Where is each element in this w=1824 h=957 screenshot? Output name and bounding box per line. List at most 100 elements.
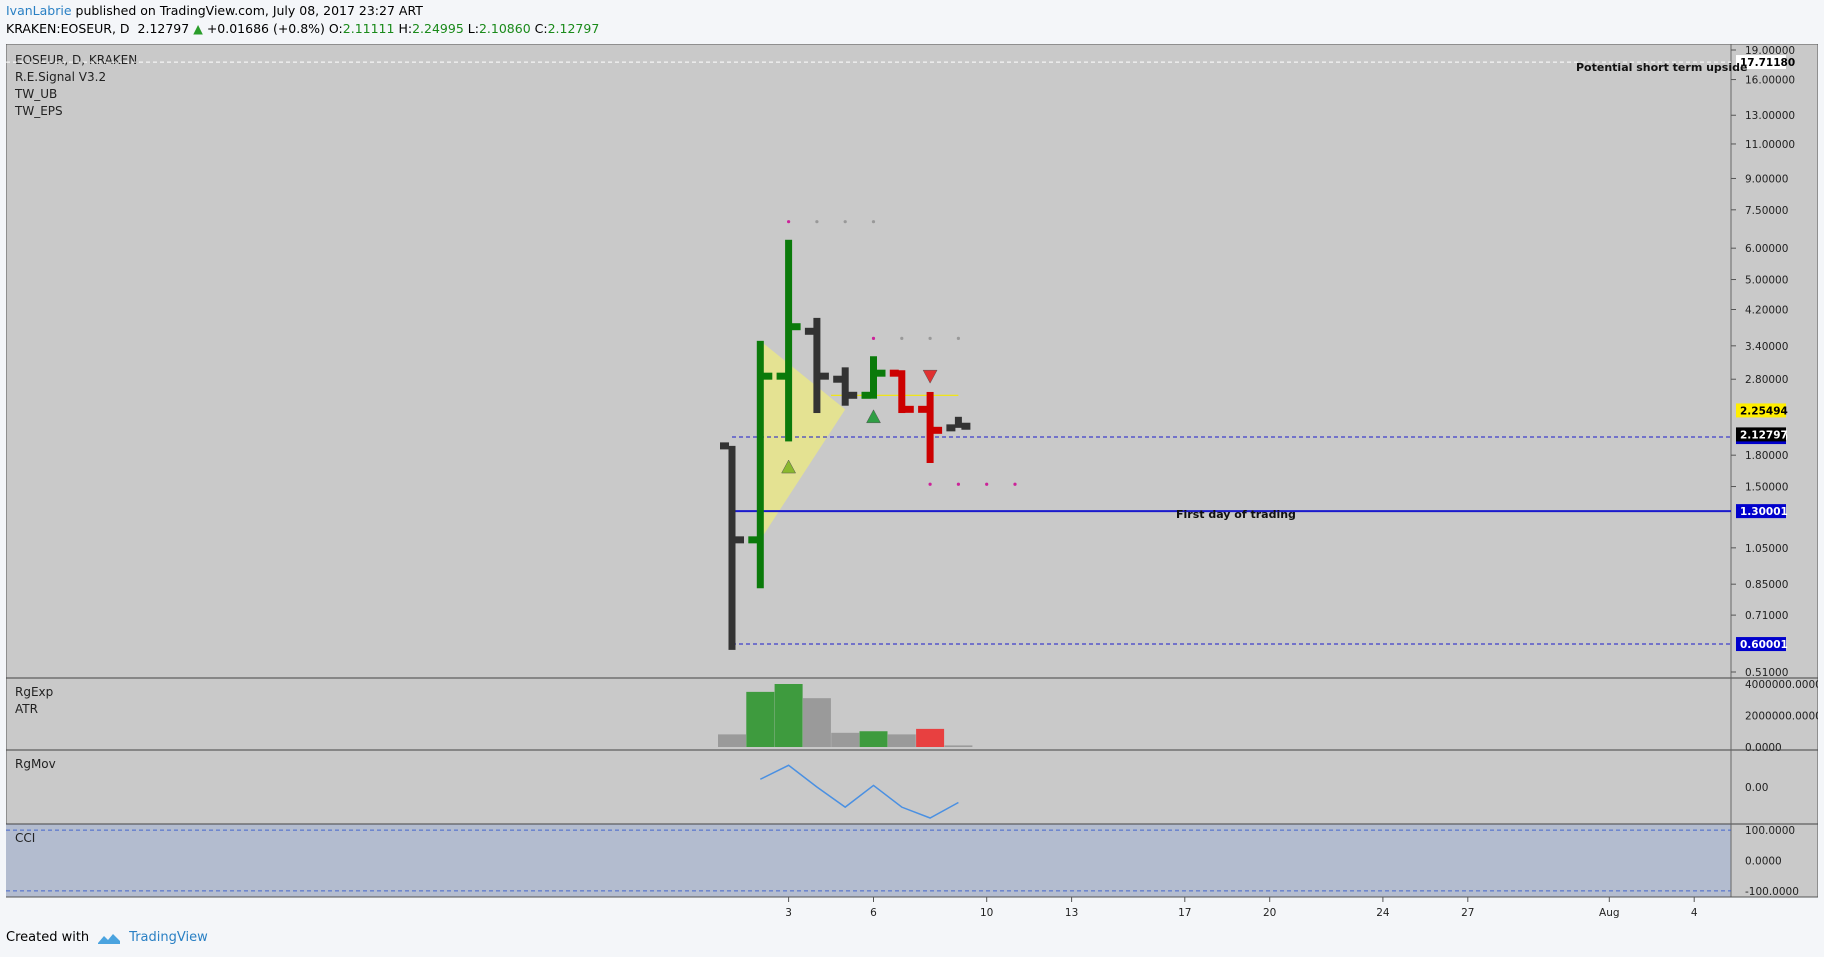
signal-dot-2 <box>843 220 847 224</box>
symbol-label: KRAKEN:EOSEUR, D <box>6 21 130 36</box>
triangle-zone <box>760 340 846 540</box>
price-change: +0.01686 (+0.8%) <box>206 21 325 36</box>
ohlc-bar-open-5 <box>861 391 871 399</box>
volume-bar-3 <box>802 698 831 747</box>
ohlc-bar-close-1 <box>763 372 773 380</box>
panel1-name-1: ATR <box>15 702 38 716</box>
indicator-label-0: R.E.Signal V3.2 <box>15 70 106 84</box>
x-tick-label-4: 17 <box>1178 907 1191 919</box>
volume-bar-2 <box>774 684 803 747</box>
x-tick-label-3: 13 <box>1065 907 1078 919</box>
footer: Created with TradingView <box>6 930 208 945</box>
ohlc-bar-open-3 <box>804 327 814 335</box>
signal-dot-5 <box>900 336 904 341</box>
x-tick-label-0: 3 <box>785 907 792 919</box>
chart-title: EOSEUR, D, KRAKEN <box>15 53 137 67</box>
low-value: 2.10860 <box>478 21 531 36</box>
y-tick-label-10: 2.80000 <box>1745 374 1788 386</box>
signal-dot-7 <box>956 336 961 341</box>
price-tag-label-1: 2.12797 <box>1740 429 1788 441</box>
y-tick-label-12: 1.50000 <box>1745 482 1788 494</box>
ohlc-bar-open-6 <box>889 369 899 377</box>
ohlc-bar-body-5 <box>870 356 877 399</box>
tradingview-logo-icon <box>98 933 121 944</box>
ohlc-bar-close-6 <box>904 405 914 413</box>
volume-bar-0 <box>718 734 746 747</box>
ohlc-bar-close-5 <box>876 369 886 377</box>
y-tick-label-13: 1.05000 <box>1745 543 1788 555</box>
price-tag-label-0: 2.25494 <box>1740 405 1788 417</box>
ohlc-bar-body-1 <box>756 340 764 589</box>
level-tag-label-3: 0.60001 <box>1740 639 1788 651</box>
level-tag-label-2: 1.30001 <box>1740 506 1788 518</box>
ohlc-bar-4 <box>833 367 858 406</box>
y-tick-label-9: 3.40000 <box>1745 341 1788 353</box>
signal-dot-9 <box>956 482 961 486</box>
open-value: 2.11111 <box>342 21 395 36</box>
signal-dot-10 <box>985 482 989 486</box>
ohlc-bar-open-1 <box>748 536 758 544</box>
y-tick-label-8: 4.20000 <box>1745 305 1788 317</box>
author-link[interactable]: IvanLabrie <box>6 3 72 18</box>
ohlc-bar-open-4 <box>833 375 843 383</box>
y-tick-label-1: 16.00000 <box>1745 75 1795 87</box>
signal-dot-4 <box>871 336 876 341</box>
ohlc-bar-close-2 <box>791 323 801 331</box>
created-with-label: Created with <box>6 930 90 945</box>
ohlc-bar-7 <box>918 391 943 463</box>
high-value: 2.24995 <box>412 21 464 36</box>
panel1-y-tick-1: 2000000.0000 <box>1745 711 1818 723</box>
panel3-y-tick-1: 0.0000 <box>1745 856 1782 868</box>
ohlc-bar-body-0 <box>728 445 736 650</box>
chart-area[interactable]: EOSEUR, D, KRAKEN R.E.Signal V3.2 TW_UB TW_… <box>6 44 1818 924</box>
ohlc-bar-open-2 <box>776 372 786 380</box>
y-tick-label-3: 11.00000 <box>1745 139 1795 151</box>
x-tick-label-9: 4 <box>1691 907 1698 919</box>
ohlc-bar-open-0 <box>720 442 729 450</box>
ohlc-bar-body-6 <box>898 370 906 414</box>
ohlc-bar-close-4 <box>848 391 858 399</box>
panel3-y-tick-0: 100.0000 <box>1745 825 1795 837</box>
cci-panel-background <box>6 824 1731 897</box>
last-price: 2.12797 <box>137 21 190 36</box>
x-tick-label-1: 6 <box>870 907 877 919</box>
panel1-y-tick-0: 4000000.0000 <box>1745 679 1818 691</box>
ohlc-bar-2 <box>776 239 801 442</box>
level-tag-0 <box>1736 55 1786 70</box>
panel3-name: CCI <box>15 831 35 845</box>
signal-triangle-2 <box>922 369 938 384</box>
panel2-name: RgMov <box>15 757 56 771</box>
ohlc-bar-1 <box>748 340 773 589</box>
signal-triangle-1 <box>866 409 881 424</box>
low-label: L: <box>467 21 479 36</box>
close-label: C: <box>534 21 548 36</box>
ohlc-bar-body-8 <box>954 416 962 428</box>
level-tag-label-0: 17.71180 <box>1740 57 1795 69</box>
signal-dot-6 <box>928 336 932 341</box>
ohlc-bar-5 <box>861 356 886 399</box>
symbol-line: KRAKEN:EOSEUR, D 2.12797 ▲ +0.01686 (+0.… <box>6 21 599 36</box>
panel1-name-0: RgExp <box>15 685 53 699</box>
y-tick-label-11: 1.80000 <box>1745 450 1788 462</box>
panel3-y-tick-2: -100.0000 <box>1745 886 1799 898</box>
y-tick-label-0: 19.00000 <box>1745 45 1795 57</box>
volume-bar-1 <box>746 691 775 747</box>
ohlc-bar-close-7 <box>933 426 943 434</box>
x-tick-label-8: Aug <box>1599 907 1620 919</box>
x-tick-label-7: 27 <box>1461 907 1474 919</box>
volume-bar-7 <box>916 728 945 747</box>
ohlc-bar-body-3 <box>813 317 821 414</box>
publish-line: IvanLabrie published on TradingView.com,… <box>6 3 423 18</box>
x-tick-label-5: 20 <box>1263 907 1276 919</box>
ohlc-bar-0 <box>720 442 744 650</box>
annotation-1: First day of trading <box>1176 508 1296 521</box>
signal-dot-3 <box>871 220 876 224</box>
volume-bar-8 <box>944 745 973 747</box>
panel1-y-tick-2: 0.0000 <box>1745 742 1782 754</box>
y-tick-label-4: 9.00000 <box>1745 173 1788 185</box>
tradingview-link[interactable]: TradingView <box>129 930 208 945</box>
ohlc-bar-body-4 <box>841 367 849 406</box>
signal-dot-1 <box>815 220 819 224</box>
open-label: O: <box>328 21 343 36</box>
ohlc-bar-close-8 <box>961 422 971 430</box>
